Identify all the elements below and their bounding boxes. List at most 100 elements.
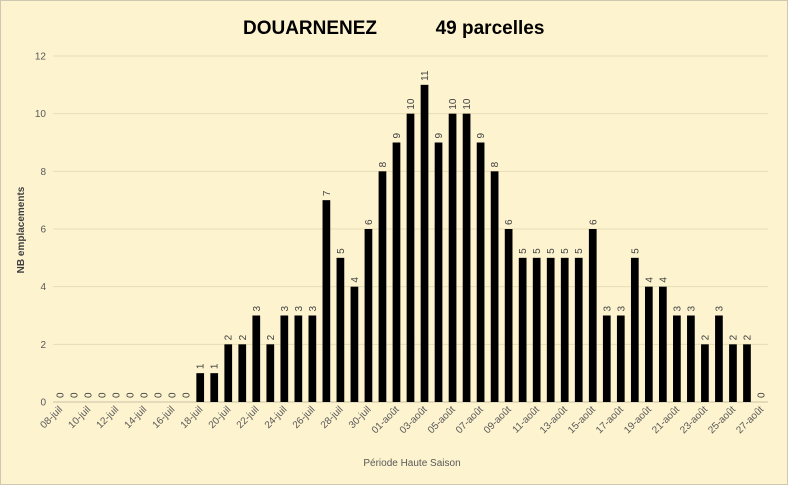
data-label-03-août: 11	[420, 70, 431, 81]
x-axis-ticks: 08-juil 10-juil 12-juil 14-juil 16-juil 18-ju…	[38, 404, 766, 436]
data-label-17-août: 3	[616, 306, 627, 312]
x-tick-label: 17-août	[594, 404, 626, 436]
bar-04-août	[434, 142, 443, 402]
data-label-18-juil: 1	[196, 363, 207, 369]
data-label-23-juil: 2	[266, 334, 277, 340]
bar-31-juil	[378, 171, 387, 402]
y-axis-ticks: 0 2 4 6 8 10 12	[35, 52, 47, 409]
y-axis-title: NB emplacements	[16, 186, 27, 273]
bar-25-août	[729, 344, 737, 402]
bar-06-août	[462, 113, 471, 403]
x-tick-label: 15-août	[566, 404, 598, 436]
data-label-27-août: 0	[756, 392, 767, 398]
data-label-07-août: 9	[476, 133, 487, 139]
data-label-10-juil: 0	[84, 392, 95, 398]
bar-23-août	[701, 344, 709, 402]
data-label-25-août: 2	[728, 334, 739, 340]
y-tick-label: 12	[35, 52, 47, 63]
bar-18-juil	[196, 373, 205, 402]
data-label-29-juil: 4	[350, 277, 361, 283]
data-label-09-août: 6	[504, 219, 515, 225]
bar-28-juil	[336, 257, 345, 402]
x-tick-label: 23-août	[678, 404, 710, 436]
data-label-24-août: 3	[714, 306, 725, 312]
x-tick-label: 03-août	[398, 404, 430, 436]
bar-05-août	[448, 113, 457, 403]
data-label-15-août: 6	[588, 219, 599, 225]
data-label-06-août: 10	[462, 98, 473, 110]
bar-21-juil	[238, 344, 247, 402]
data-label-25-juil: 3	[294, 306, 305, 312]
data-label-02-août: 10	[406, 98, 417, 110]
data-label-01-août: 9	[392, 133, 403, 139]
bar-30-juil	[364, 229, 373, 402]
bar-10-août	[518, 257, 527, 402]
data-label-26-juil: 3	[308, 306, 319, 312]
y-tick-label: 10	[35, 109, 47, 120]
bar-02-août	[406, 113, 415, 403]
data-label-19-août: 4	[644, 277, 655, 283]
data-label-26-août: 2	[742, 334, 753, 340]
data-label-14-juil: 0	[140, 392, 151, 398]
y-tick-label: 0	[40, 398, 46, 409]
x-axis-title: Période Haute Saison	[363, 458, 460, 469]
bar-25-juil	[294, 315, 303, 402]
y-tick-label: 8	[40, 167, 46, 178]
bar-03-août	[420, 84, 429, 402]
x-tick-label: 18-juil	[179, 404, 206, 431]
bar-15-août	[588, 229, 597, 402]
bar-22-juil	[252, 315, 261, 402]
bar-08-août	[490, 171, 499, 402]
x-tick-label: 14-juil	[123, 404, 150, 431]
data-label-12-août: 5	[546, 248, 557, 254]
data-label-18-août: 5	[630, 248, 641, 254]
bar-29-juil	[350, 286, 359, 402]
data-label-24-juil: 3	[280, 306, 291, 312]
data-label-11-juil: 0	[98, 392, 109, 398]
x-tick-label: 05-août	[426, 404, 458, 436]
data-label-20-août: 4	[658, 277, 669, 283]
bar-11-août	[532, 257, 541, 402]
data-label-21-août: 3	[672, 306, 683, 312]
x-tick-label: 09-août	[482, 404, 514, 436]
x-tick-label: 01-août	[370, 404, 402, 436]
data-label-04-août: 9	[434, 133, 445, 139]
bar-20-juil	[224, 344, 233, 402]
data-label-08-juil: 0	[56, 392, 67, 398]
data-label-27-juil: 7	[322, 190, 333, 196]
bar-19-août	[644, 286, 653, 402]
data-label-11-août: 5	[532, 248, 543, 254]
bar-26-août	[743, 344, 751, 402]
bar-09-août	[504, 229, 513, 402]
x-tick-label: 20-juil	[207, 404, 234, 431]
data-label-20-juil: 2	[224, 334, 235, 340]
x-tick-label: 07-août	[454, 404, 486, 436]
data-label-22-août: 3	[686, 306, 697, 312]
bar-01-août	[392, 142, 401, 402]
data-label-31-juil: 8	[378, 161, 389, 167]
data-label-13-août: 5	[560, 248, 571, 254]
y-tick-label: 4	[40, 282, 46, 293]
x-tick-label: 10-juil	[67, 404, 94, 431]
data-label-12-juil: 0	[112, 392, 123, 398]
data-label-23-août: 2	[700, 334, 711, 340]
bar-20-août	[658, 286, 667, 402]
bars	[196, 84, 751, 403]
bar-07-août	[476, 142, 485, 402]
bar-12-août	[546, 257, 555, 402]
x-tick-label: 12-juil	[95, 404, 122, 431]
bar-18-août	[630, 257, 639, 402]
data-label-05-août: 10	[448, 98, 459, 110]
bar-24-août	[715, 315, 723, 402]
data-label-17-juil: 0	[182, 392, 193, 398]
bar-24-juil	[280, 315, 289, 402]
x-tick-label: 21-août	[650, 404, 682, 436]
x-tick-label: 28-juil	[319, 404, 346, 431]
bar-13-août	[560, 257, 569, 402]
data-label-09-juil: 0	[70, 392, 81, 398]
chart-title-right: 49 parcelles	[436, 18, 545, 39]
data-label-13-juil: 0	[126, 392, 137, 398]
bar-16-août	[602, 315, 611, 402]
